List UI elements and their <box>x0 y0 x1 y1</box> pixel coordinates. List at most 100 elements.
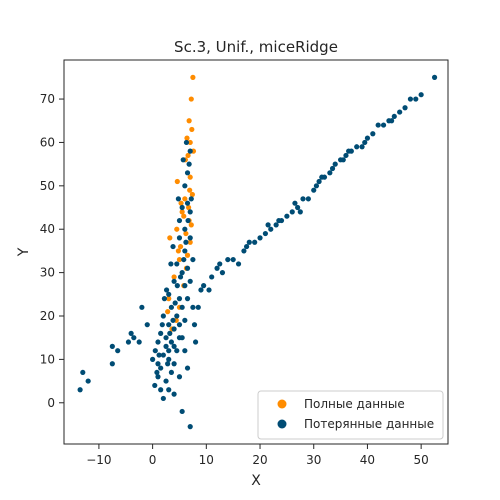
point-missing-data <box>340 157 346 163</box>
point-missing-data <box>329 165 336 172</box>
x-tick-label: 30 <box>306 453 321 467</box>
chart-title: Sc.3, Unif., miceRidge <box>174 38 338 56</box>
x-tick-label: 50 <box>414 453 429 467</box>
point-missing-data <box>225 256 231 263</box>
point-missing-data <box>174 283 180 289</box>
point-full-data <box>166 296 172 302</box>
point-missing-data <box>152 348 158 354</box>
point-missing-data <box>174 348 180 354</box>
legend-label-missing: Потерянные данные <box>304 417 434 431</box>
point-missing-data <box>150 356 156 362</box>
point-missing-data <box>184 200 191 206</box>
point-missing-data <box>359 144 365 150</box>
point-missing-data <box>191 322 198 328</box>
point-missing-data <box>219 270 226 276</box>
point-missing-data <box>85 378 91 384</box>
point-missing-data <box>181 256 187 263</box>
point-missing-data <box>136 339 142 345</box>
point-missing-data <box>187 148 193 154</box>
y-tick-label: 70 <box>40 92 55 106</box>
point-missing-data <box>144 322 150 328</box>
point-missing-data <box>163 287 170 293</box>
point-missing-data <box>166 348 172 354</box>
point-missing-data <box>155 339 161 345</box>
point-missing-data <box>152 382 158 389</box>
point-missing-data <box>172 300 178 306</box>
point-missing-data <box>182 317 188 323</box>
point-missing-data <box>170 317 176 323</box>
point-missing-data <box>163 343 169 349</box>
data-points <box>77 74 438 430</box>
point-missing-data <box>206 287 212 293</box>
point-missing-data <box>188 196 194 202</box>
point-missing-data <box>195 304 201 310</box>
point-missing-data <box>166 387 172 393</box>
y-axis: 0 10 20 30 40 50 60 70 <box>40 92 64 410</box>
point-missing-data <box>332 161 338 167</box>
point-missing-data <box>171 361 177 367</box>
point-missing-data <box>168 369 175 376</box>
point-missing-data <box>156 352 162 358</box>
point-missing-data <box>183 139 190 146</box>
y-tick-label: 20 <box>40 309 55 323</box>
point-missing-data <box>319 174 325 180</box>
point-full-data <box>183 230 189 237</box>
point-missing-data <box>273 222 279 228</box>
point-missing-data <box>187 235 193 241</box>
y-tick-label: 40 <box>40 222 55 236</box>
point-missing-data <box>182 348 188 354</box>
point-missing-data <box>311 187 317 193</box>
point-missing-data <box>230 256 236 263</box>
point-missing-data <box>184 265 191 271</box>
point-full-data <box>184 135 190 141</box>
point-full-data <box>189 191 195 198</box>
point-missing-data <box>244 243 250 250</box>
point-missing-data <box>297 209 303 215</box>
point-missing-data <box>174 313 180 319</box>
point-missing-data <box>217 261 223 267</box>
point-missing-data <box>190 304 196 310</box>
point-full-data <box>177 243 184 250</box>
point-missing-data <box>154 369 160 376</box>
point-missing-data <box>265 222 271 228</box>
point-missing-data <box>198 287 204 293</box>
point-missing-data <box>246 239 252 245</box>
point-missing-data <box>184 170 191 176</box>
legend: Полные данные Потерянные данные <box>257 390 444 440</box>
point-missing-data <box>179 408 185 415</box>
point-full-data <box>187 139 193 146</box>
point-missing-data <box>397 109 403 115</box>
point-missing-data <box>179 270 185 276</box>
legend-label-full: Полные данные <box>304 397 405 411</box>
point-missing-data <box>174 261 180 267</box>
point-missing-data <box>176 322 183 328</box>
point-full-data <box>190 74 196 80</box>
point-missing-data <box>186 161 192 167</box>
point-missing-data <box>327 170 333 176</box>
x-tick-label: 40 <box>360 453 375 467</box>
point-missing-data <box>295 204 301 211</box>
point-full-data <box>187 187 193 193</box>
point-missing-data <box>155 374 161 380</box>
point-full-data <box>165 309 171 315</box>
point-missing-data <box>182 183 188 189</box>
point-missing-data <box>166 322 172 328</box>
point-missing-data <box>115 348 121 354</box>
point-full-data <box>178 200 184 206</box>
point-full-data <box>186 118 192 124</box>
y-tick-label: 30 <box>40 266 55 280</box>
point-missing-data <box>167 330 173 336</box>
point-missing-data <box>241 248 247 254</box>
point-missing-data <box>168 304 175 310</box>
point-full-data <box>187 174 193 180</box>
point-missing-data <box>168 261 174 267</box>
point-missing-data <box>362 139 368 146</box>
point-missing-data <box>268 226 274 232</box>
point-full-data <box>184 252 191 258</box>
point-missing-data <box>171 326 177 332</box>
point-missing-data <box>166 291 172 297</box>
x-axis: −10 0 10 20 30 40 50 <box>86 444 429 467</box>
point-missing-data <box>252 239 258 245</box>
legend-marker-missing <box>277 419 287 429</box>
point-missing-data <box>158 330 164 336</box>
